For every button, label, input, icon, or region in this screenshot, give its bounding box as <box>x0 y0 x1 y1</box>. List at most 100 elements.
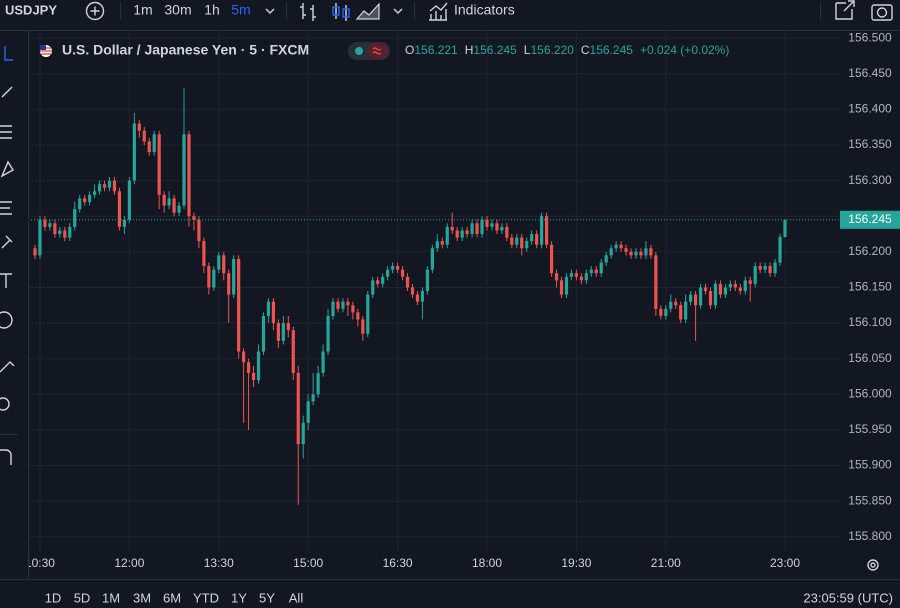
grid <box>28 31 840 551</box>
candle-body <box>659 308 663 316</box>
interval-button[interactable]: 1h <box>204 2 220 18</box>
candle-body <box>162 194 166 206</box>
candle-body <box>152 134 156 153</box>
candle-body <box>157 134 161 195</box>
ohlc-key: H <box>465 43 474 57</box>
candle-body <box>599 262 603 274</box>
candle-body <box>246 362 251 373</box>
magnet-tool[interactable] <box>0 449 12 465</box>
candle-body <box>763 266 767 270</box>
ohlc-key: L <box>524 43 531 57</box>
area-icon[interactable] <box>355 2 380 20</box>
candle-body <box>296 372 300 445</box>
candle-body <box>743 280 747 291</box>
cursor-tool[interactable] <box>4 46 13 61</box>
y-tick-label: 156.200 <box>848 244 892 258</box>
indicators-button[interactable]: Indicators <box>454 2 515 18</box>
prediction-tool[interactable] <box>0 201 12 215</box>
candle-body <box>53 223 57 235</box>
settings-icon[interactable] <box>867 559 879 571</box>
snapshot-icon[interactable] <box>871 4 893 21</box>
last-price-label: 156.245 <box>848 212 892 226</box>
candles-icon[interactable] <box>335 3 347 21</box>
y-tick-label: 156.000 <box>848 386 892 400</box>
candle-body <box>495 223 499 231</box>
candle-body <box>182 134 186 206</box>
symbol[interactable]: USDJPY <box>5 2 57 17</box>
fullscreen-icon[interactable] <box>835 0 855 20</box>
candle-body <box>361 319 365 334</box>
bars-icon[interactable] <box>300 3 316 21</box>
brush-tool[interactable] <box>1 235 13 249</box>
ohlc-key: O <box>405 43 414 57</box>
candle-body <box>395 266 400 270</box>
y-tick-label: 155.950 <box>848 422 892 436</box>
candle-body <box>698 287 703 306</box>
compare-icon[interactable] <box>85 1 105 21</box>
range-button[interactable]: 6M <box>163 590 181 605</box>
candle-body <box>520 237 524 249</box>
candle-body <box>321 351 325 373</box>
candle-body <box>127 180 131 220</box>
range-button[interactable]: 1M <box>102 590 120 605</box>
candle-body <box>207 266 211 288</box>
range-button[interactable]: All <box>289 590 304 605</box>
candle-body <box>525 241 529 249</box>
range-button[interactable]: 1Y <box>231 590 247 605</box>
price-change: +0.024 (+0.02%) <box>640 43 729 57</box>
interval-button[interactable]: 30m <box>164 2 191 18</box>
candle-body <box>718 283 723 295</box>
candle-body <box>93 191 97 195</box>
x-tick-label: 16:30 <box>383 556 413 570</box>
candle-body <box>251 372 256 381</box>
clock[interactable]: 23:05:59 (UTC) <box>803 590 893 605</box>
candle-body <box>63 230 67 238</box>
candle-body <box>311 394 315 402</box>
snapshot-lens <box>876 7 888 18</box>
zoom-tool[interactable] <box>0 397 10 411</box>
candle-body <box>420 291 425 302</box>
icon-tool[interactable] <box>0 311 13 329</box>
interval-chevron[interactable] <box>265 8 275 14</box>
candle-body <box>713 283 718 306</box>
candle-body <box>768 266 772 274</box>
candle-body <box>644 248 648 256</box>
status-toggle <box>368 43 388 59</box>
candle-body <box>381 276 385 284</box>
candle-body <box>132 123 136 181</box>
candle-body <box>197 219 201 242</box>
candle-body <box>356 312 360 320</box>
candle-body <box>465 230 469 235</box>
indicators-icon[interactable] <box>429 2 448 21</box>
ruler-tool[interactable] <box>0 361 15 373</box>
candle-body <box>271 301 276 324</box>
candle-body <box>708 291 713 306</box>
candle-body <box>445 226 449 245</box>
y-tick-label: 155.900 <box>848 458 892 472</box>
trendline-tool[interactable] <box>1 86 13 98</box>
candle-body <box>569 273 574 277</box>
candle-body <box>535 234 539 245</box>
range-button[interactable]: 5Y <box>259 590 275 605</box>
ohlc-key: C <box>581 43 590 57</box>
fib-tool[interactable] <box>0 125 12 139</box>
chart-type-chevron[interactable] <box>393 8 403 14</box>
candle-body <box>530 234 534 242</box>
candle-body <box>450 226 454 231</box>
range-button[interactable]: 1D <box>45 590 62 605</box>
x-tick-label: 21:00 <box>651 556 681 570</box>
range-button[interactable]: 5D <box>74 590 91 605</box>
range-button[interactable]: YTD <box>193 590 219 605</box>
candle-body <box>38 219 42 256</box>
left-toolbar-bg <box>0 31 28 579</box>
candle-body <box>425 269 429 291</box>
candle-body <box>624 248 628 252</box>
candle-body <box>733 283 737 288</box>
interval-button[interactable]: 5m <box>231 2 250 18</box>
text-tool[interactable] <box>0 273 12 288</box>
candle-body <box>147 141 151 153</box>
range-button[interactable]: 3M <box>133 590 151 605</box>
interval-button[interactable]: 1m <box>133 2 152 18</box>
pattern-tool[interactable] <box>0 160 14 178</box>
